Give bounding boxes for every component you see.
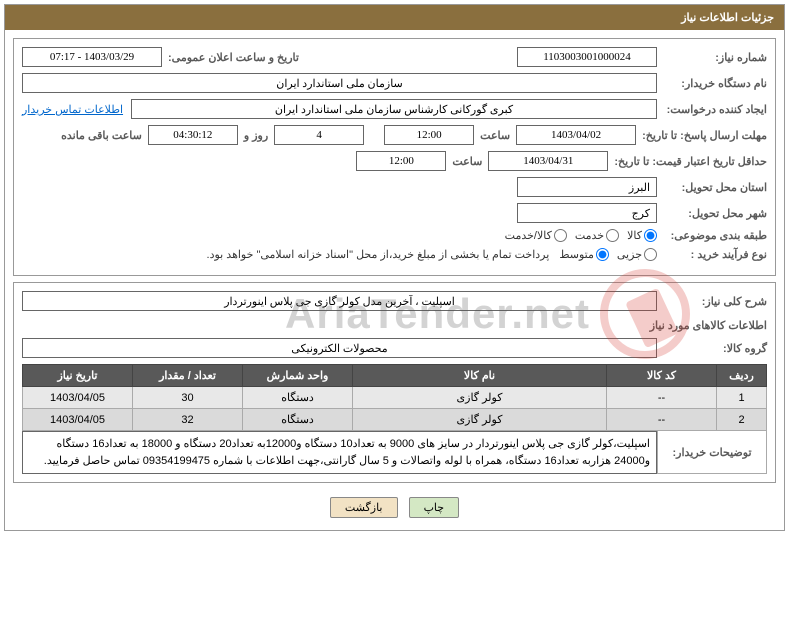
radio-goods-label: کالا (627, 229, 642, 242)
th-code: کد کالا (607, 365, 717, 387)
cell-date: 1403/04/05 (23, 387, 133, 409)
label-announce-dt: تاریخ و ساعت اعلان عمومی: (162, 51, 305, 64)
cell-row: 1 (717, 387, 767, 409)
goods-table: ردیف کد کالا نام کالا واحد شمارش تعداد /… (22, 364, 767, 431)
category-radio-group: کالا خدمت کالا/خدمت (505, 229, 657, 242)
label-hour-2: ساعت (446, 155, 488, 168)
goods-group-input[interactable] (22, 338, 657, 358)
price-date-input[interactable] (488, 151, 608, 171)
radio-both-label: کالا/خدمت (505, 229, 552, 242)
radio-service[interactable] (606, 229, 619, 242)
label-buyer-notes: توضیحات خریدار: (657, 431, 767, 474)
goods-info-title: اطلاعات کالاهای مورد نیاز (22, 319, 767, 332)
province-input[interactable] (517, 177, 657, 197)
cell-qty: 32 (133, 409, 243, 431)
radio-both[interactable] (554, 229, 567, 242)
label-days-and: روز و (238, 129, 274, 142)
time-left-input[interactable] (148, 125, 238, 145)
details-box: شرح کلی نیاز: اطلاعات کالاهای مورد نیاز … (13, 282, 776, 483)
radio-medium-label: متوسط (559, 248, 594, 261)
reply-date-input[interactable] (516, 125, 636, 145)
panel-title: جزئیات اطلاعات نیاز (5, 5, 784, 30)
purchase-note: پرداخت تمام یا بخشی از مبلغ خرید،از محل … (207, 248, 550, 261)
cell-date: 1403/04/05 (23, 409, 133, 431)
label-province: استان محل تحویل: (657, 181, 767, 194)
th-qty: تعداد / مقدار (133, 365, 243, 387)
back-button[interactable]: بازگشت (330, 497, 398, 518)
label-category: طبقه بندی موضوعی: (657, 229, 767, 242)
th-name: نام کالا (353, 365, 607, 387)
main-panel: جزئیات اطلاعات نیاز شماره نیاز: تاریخ و … (4, 4, 785, 531)
label-goods-group: گروه کالا: (657, 342, 767, 355)
table-row: 1--کولر گازیدستگاه301403/04/05 (23, 387, 767, 409)
label-need-summary: شرح کلی نیاز: (657, 295, 767, 308)
radio-goods[interactable] (644, 229, 657, 242)
purchase-radio-group: جزیی متوسط (559, 248, 657, 261)
days-left-input[interactable] (274, 125, 364, 145)
th-unit: واحد شمارش (243, 365, 353, 387)
requester-input[interactable] (131, 99, 657, 119)
label-need-no: شماره نیاز: (657, 51, 767, 64)
cell-qty: 30 (133, 387, 243, 409)
action-bar: چاپ بازگشت (13, 489, 776, 522)
cell-row: 2 (717, 409, 767, 431)
top-info-box: شماره نیاز: تاریخ و ساعت اعلان عمومی: نا… (13, 38, 776, 276)
cell-unit: دستگاه (243, 387, 353, 409)
label-price-validity: حداقل تاریخ اعتبار قیمت: تا تاریخ: (608, 155, 767, 168)
reply-hour-input[interactable] (384, 125, 474, 145)
city-input[interactable] (517, 203, 657, 223)
cell-code: -- (607, 387, 717, 409)
label-reply-deadline: مهلت ارسال پاسخ: تا تاریخ: (636, 129, 767, 142)
buyer-notes-text: اسپلیت،کولر گازی جی پلاس اینورتردار در س… (22, 431, 657, 474)
cell-name: کولر گازی (353, 387, 607, 409)
contact-info-link[interactable]: اطلاعات تماس خریدار (22, 103, 123, 116)
need-summary-input[interactable] (22, 291, 657, 311)
need-no-input[interactable] (517, 47, 657, 67)
radio-partial-label: جزیی (617, 248, 642, 261)
label-hour-1: ساعت (474, 129, 516, 142)
cell-name: کولر گازی (353, 409, 607, 431)
announce-dt-input[interactable] (22, 47, 162, 67)
cell-code: -- (607, 409, 717, 431)
label-city: شهر محل تحویل: (657, 207, 767, 220)
buyer-org-input[interactable] (22, 73, 657, 93)
label-requester: ایجاد کننده درخواست: (657, 103, 767, 116)
th-row: ردیف (717, 365, 767, 387)
radio-medium[interactable] (596, 248, 609, 261)
label-purchase-type: نوع فرآیند خرید : (657, 248, 767, 261)
cell-unit: دستگاه (243, 409, 353, 431)
th-date: تاریخ نیاز (23, 365, 133, 387)
radio-partial[interactable] (644, 248, 657, 261)
price-hour-input[interactable] (356, 151, 446, 171)
radio-service-label: خدمت (575, 229, 604, 242)
label-remaining: ساعت باقی مانده (55, 129, 148, 142)
label-buyer-org: نام دستگاه خریدار: (657, 77, 767, 90)
table-row: 2--کولر گازیدستگاه321403/04/05 (23, 409, 767, 431)
print-button[interactable]: چاپ (409, 497, 460, 518)
